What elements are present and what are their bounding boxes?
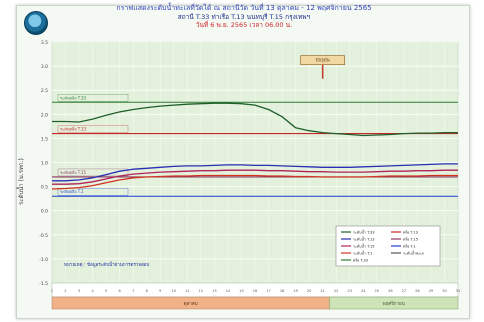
legend-box bbox=[335, 225, 441, 267]
x-group-november bbox=[329, 296, 459, 310]
series-line-t1 bbox=[51, 174, 458, 190]
x-tick-label: 1 bbox=[51, 289, 53, 293]
y-tick-label: 1.0 bbox=[41, 161, 48, 167]
x-tick-label: 22 bbox=[334, 289, 338, 293]
x-tick-label: 19 bbox=[293, 289, 297, 293]
x-tick-label: 27 bbox=[402, 289, 406, 293]
chart-date: วันที่ 6 พ.ย. 2565 เวลา 06.00 น. bbox=[195, 21, 293, 29]
x-tick-label: 2 bbox=[64, 289, 66, 293]
chart-titles: กราฟแสดงระดับน้ำทะเลที่วัดได้ ณ สถานีวัด… bbox=[64, 4, 424, 29]
x-tick-label: 5 bbox=[105, 289, 107, 293]
reference-label-box bbox=[57, 188, 129, 196]
series-line-t33 bbox=[52, 102, 458, 137]
x-group-label: ตุลาคม bbox=[184, 302, 198, 307]
reference-label-box bbox=[57, 94, 129, 102]
legend-item: ระดับน้ำ T.1 bbox=[353, 251, 372, 256]
y-tick-label: -1.5 bbox=[39, 281, 48, 287]
y-tick-label: 2.0 bbox=[41, 112, 48, 118]
x-tick-label: 17 bbox=[266, 289, 270, 293]
x-tick-label: 29 bbox=[429, 289, 433, 293]
legend-item: ระดับน้ำ T.13 bbox=[353, 237, 375, 242]
series-line-t13 bbox=[52, 163, 458, 182]
reference-line-label: ระดับตลิ่ง T.33 bbox=[60, 95, 86, 100]
x-tick-label: 31 bbox=[456, 289, 460, 293]
y-tick-label: -0.5 bbox=[39, 233, 48, 239]
reference-line-label: ระดับตลิ่ง T.15 bbox=[60, 170, 86, 175]
x-tick-label: 20 bbox=[307, 289, 311, 293]
legend-item: ระดับน้ำ T.15 bbox=[353, 244, 375, 249]
x-tick-label: 14 bbox=[226, 289, 231, 293]
y-tick-label: 0.5 bbox=[41, 185, 48, 191]
x-tick-label: 10 bbox=[172, 289, 176, 293]
x-tick-label: 18 bbox=[280, 289, 284, 293]
y-tick-label: 1.5 bbox=[41, 136, 48, 142]
y-tick-label: 2.5 bbox=[41, 88, 48, 94]
chart-subtitle: สถานี T.33 ท่าเรือ T.13 นนทบุรี T.15 กรุ… bbox=[177, 13, 311, 21]
annotation-label: ปัจจุบัน bbox=[316, 58, 330, 64]
legend-item: ระดับน้ำ T.33 bbox=[353, 230, 375, 235]
y-tick-label: -1.0 bbox=[39, 257, 48, 263]
x-tick-label: 15 bbox=[239, 289, 243, 293]
legend-item: ตลิ่ง T.33 bbox=[353, 258, 368, 263]
legend-item: ตลิ่ง T.13 bbox=[403, 230, 418, 235]
x-tick-label: 11 bbox=[185, 289, 189, 293]
legend-item: ตลิ่ง T.15 bbox=[403, 237, 418, 242]
x-tick-label: 3 bbox=[78, 289, 80, 293]
reference-line-label: ระดับตลิ่ง T.1 bbox=[60, 189, 84, 194]
x-tick-label: 25 bbox=[375, 289, 379, 293]
x-tick-label: 4 bbox=[91, 289, 94, 293]
chart-note: หมายเหตุ : ข้อมูลระดับน้ำผ่านการตรวจสอบ bbox=[64, 261, 149, 268]
y-tick-label: 3.0 bbox=[41, 64, 48, 70]
y-tick-label: 3.5 bbox=[41, 40, 48, 46]
reference-label-box bbox=[57, 125, 129, 133]
x-tick-label: 23 bbox=[347, 289, 351, 293]
series-line-t15 bbox=[52, 169, 458, 185]
x-tick-label: 9 bbox=[159, 289, 161, 293]
legend-item: ระดับน้ำทะเล bbox=[403, 251, 424, 256]
x-tick-label: 26 bbox=[388, 289, 392, 293]
reference-line-label: ระดับตลิ่ง T.13 bbox=[60, 127, 86, 132]
x-tick-label: 24 bbox=[361, 289, 366, 293]
legend-item: ตลิ่ง T.1 bbox=[403, 244, 416, 249]
x-tick-label: 6 bbox=[119, 289, 121, 293]
y-tick-label: 0.0 bbox=[41, 209, 48, 215]
chart-title: กราฟแสดงระดับน้ำทะเลที่วัดได้ ณ สถานีวัด… bbox=[116, 4, 372, 12]
x-group-label: พฤศจิกายน bbox=[383, 301, 405, 307]
x-tick-label: 30 bbox=[442, 289, 446, 293]
x-tick-label: 12 bbox=[199, 289, 203, 293]
x-tick-label: 28 bbox=[415, 289, 419, 293]
x-tick-label: 16 bbox=[253, 289, 257, 293]
agency-logo bbox=[24, 11, 48, 35]
x-tick-label: 21 bbox=[320, 289, 324, 293]
x-tick-label: 7 bbox=[132, 289, 134, 293]
x-tick-label: 8 bbox=[146, 289, 148, 293]
reference-label-box bbox=[57, 168, 129, 177]
x-tick-label: 13 bbox=[212, 289, 216, 293]
